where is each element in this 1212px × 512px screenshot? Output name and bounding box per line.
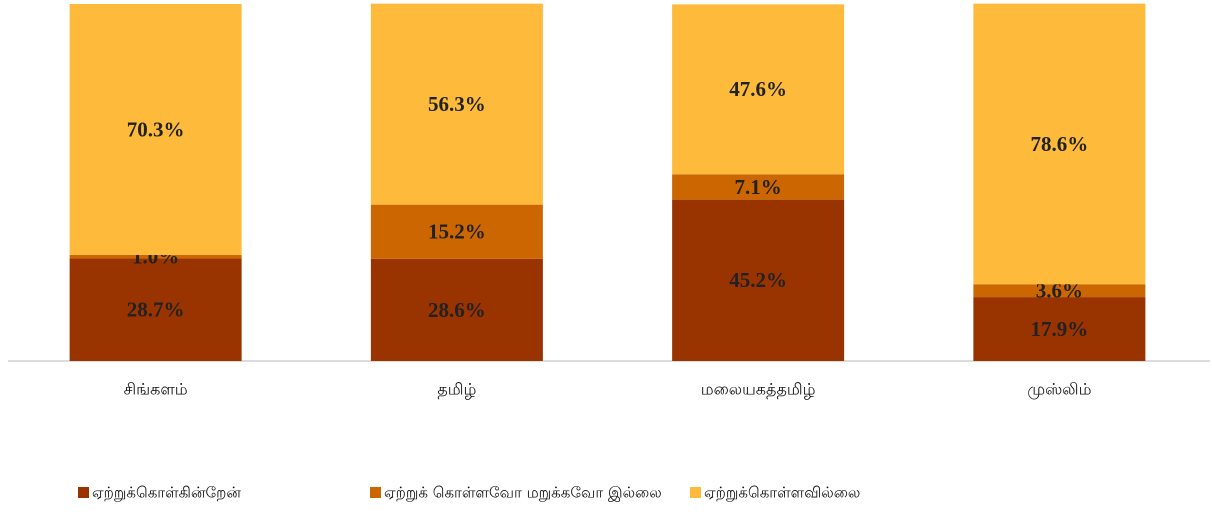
legend-swatch (78, 487, 89, 498)
legend-swatch (690, 487, 701, 498)
bar-segment (69, 254, 242, 259)
value-label: 45.2% (729, 268, 787, 292)
x-tick-label: மலையகத்தமிழ் (701, 380, 816, 399)
bar-segment (370, 204, 543, 259)
value-label: 17.9% (1031, 317, 1089, 341)
bar-segment (69, 258, 242, 361)
bar-segment (973, 3, 1146, 285)
value-label: 70.3% (127, 117, 185, 141)
value-label: 47.6% (729, 77, 787, 101)
bar-segment (370, 258, 543, 361)
value-label: 28.7% (127, 298, 185, 322)
legend-swatch (370, 487, 381, 498)
x-tick-label: முஸ்லிம் (1027, 380, 1091, 400)
legend-label: ஏற்றுக்கொள்கின்றேன் (92, 484, 241, 502)
bar-segment (672, 199, 845, 361)
bar-segment (973, 284, 1146, 298)
bar-segment (973, 297, 1146, 361)
x-tick-label: சிங்களம் (124, 380, 188, 399)
bar-segment (370, 3, 543, 205)
legend-label: ஏற்றுக்கொள்ளவில்லை (704, 484, 860, 502)
bar-segment (672, 4, 845, 175)
bar-segment (672, 174, 845, 200)
value-label: 7.1% (735, 175, 782, 199)
value-label: 56.3% (428, 92, 486, 116)
value-label: 78.6% (1031, 132, 1089, 156)
x-tick-label: தமிழ் (437, 380, 476, 399)
bar-segment (69, 4, 242, 255)
value-label: 28.6% (428, 298, 486, 322)
value-label: 15.2% (428, 220, 486, 244)
legend-label: ஏற்றுக் கொள்ளவோ மறுக்கவோ இல்லை (384, 484, 662, 502)
